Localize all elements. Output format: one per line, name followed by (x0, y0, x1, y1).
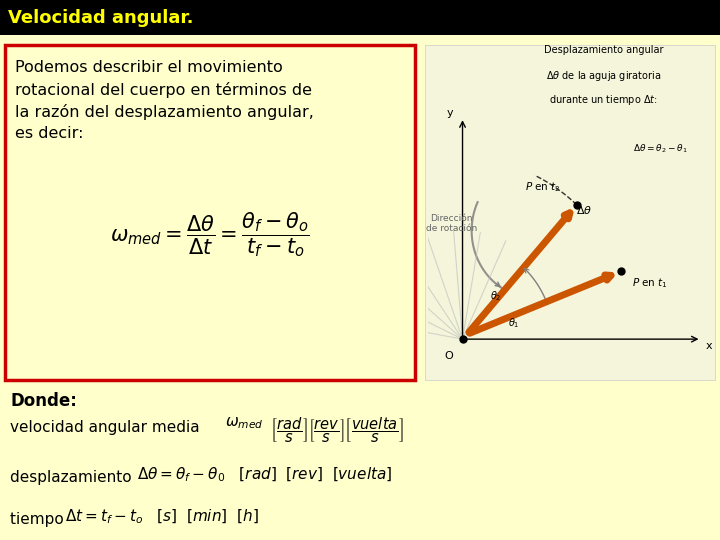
Text: es decir:: es decir: (15, 126, 84, 141)
Text: $\Delta\theta = \theta_f - \theta_0$   $[rad]$  $[rev]$  $[vuelta]$: $\Delta\theta = \theta_f - \theta_0$ $[r… (137, 466, 392, 484)
Text: x: x (706, 341, 713, 352)
Text: Velocidad angular.: Velocidad angular. (8, 9, 194, 27)
Text: rotacional del cuerpo en términos de: rotacional del cuerpo en términos de (15, 82, 312, 98)
Bar (425, 45, 715, 380)
Text: durante un tiempo $\Delta t$:: durante un tiempo $\Delta t$: (549, 93, 658, 107)
Text: $\left[\dfrac{rad}{s}\right]$$\left[\dfrac{rev}{s}\right]$$\left[\dfrac{vuelta}{: $\left[\dfrac{rad}{s}\right]$$\left[\dfr… (270, 415, 404, 444)
Text: $\Delta\theta$: $\Delta\theta$ (576, 204, 593, 216)
Text: tiempo: tiempo (10, 512, 68, 527)
Text: Podemos describir el movimiento: Podemos describir el movimiento (15, 60, 283, 75)
Text: $\theta_1$: $\theta_1$ (508, 316, 520, 330)
Text: la razón del desplazamiento angular,: la razón del desplazamiento angular, (15, 104, 314, 120)
Text: Dirección
de rotación: Dirección de rotación (426, 214, 477, 233)
Text: $\Delta t = t_f - t_o$   $[s]$  $[min]$  $[h]$: $\Delta t = t_f - t_o$ $[s]$ $[min]$ $[h… (65, 508, 258, 526)
Text: Desplazamiento angular: Desplazamiento angular (544, 45, 663, 55)
Text: $\Delta\theta$ de la aguja giratoria: $\Delta\theta$ de la aguja giratoria (546, 69, 662, 83)
Text: $\omega_{med} = \dfrac{\Delta\theta}{\Delta t} = \dfrac{\theta_f - \theta_o}{t_f: $\omega_{med} = \dfrac{\Delta\theta}{\De… (110, 211, 310, 259)
Bar (0, 0, 720, 35)
Text: $P$ en $t_2$: $P$ en $t_2$ (525, 180, 561, 194)
Text: $\omega_{med}$: $\omega_{med}$ (225, 415, 264, 431)
Text: $\Delta\theta = \theta_2 - \theta_1$: $\Delta\theta = \theta_2 - \theta_1$ (633, 142, 688, 154)
Text: $\theta_2$: $\theta_2$ (490, 289, 501, 303)
Text: $P$ en $t_1$: $P$ en $t_1$ (632, 276, 668, 289)
Text: O: O (444, 351, 454, 361)
Text: Donde:: Donde: (10, 392, 77, 410)
Text: velocidad angular media: velocidad angular media (10, 420, 204, 435)
Text: y: y (447, 107, 454, 118)
Bar (5, 45, 415, 380)
Text: desplazamiento: desplazamiento (10, 470, 137, 485)
